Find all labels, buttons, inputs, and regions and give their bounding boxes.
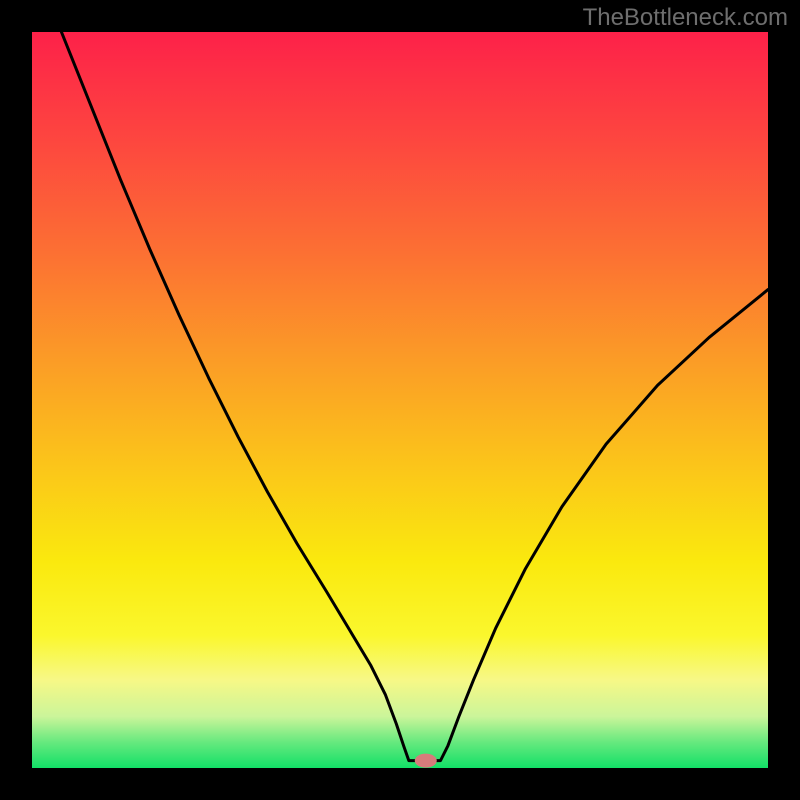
optimum-marker: [415, 754, 437, 768]
plot-area: [32, 32, 768, 768]
chart-container: TheBottleneck.com: [0, 0, 800, 800]
gradient-background: [32, 32, 768, 768]
chart-svg: [32, 32, 768, 768]
watermark-text: TheBottleneck.com: [583, 4, 788, 32]
